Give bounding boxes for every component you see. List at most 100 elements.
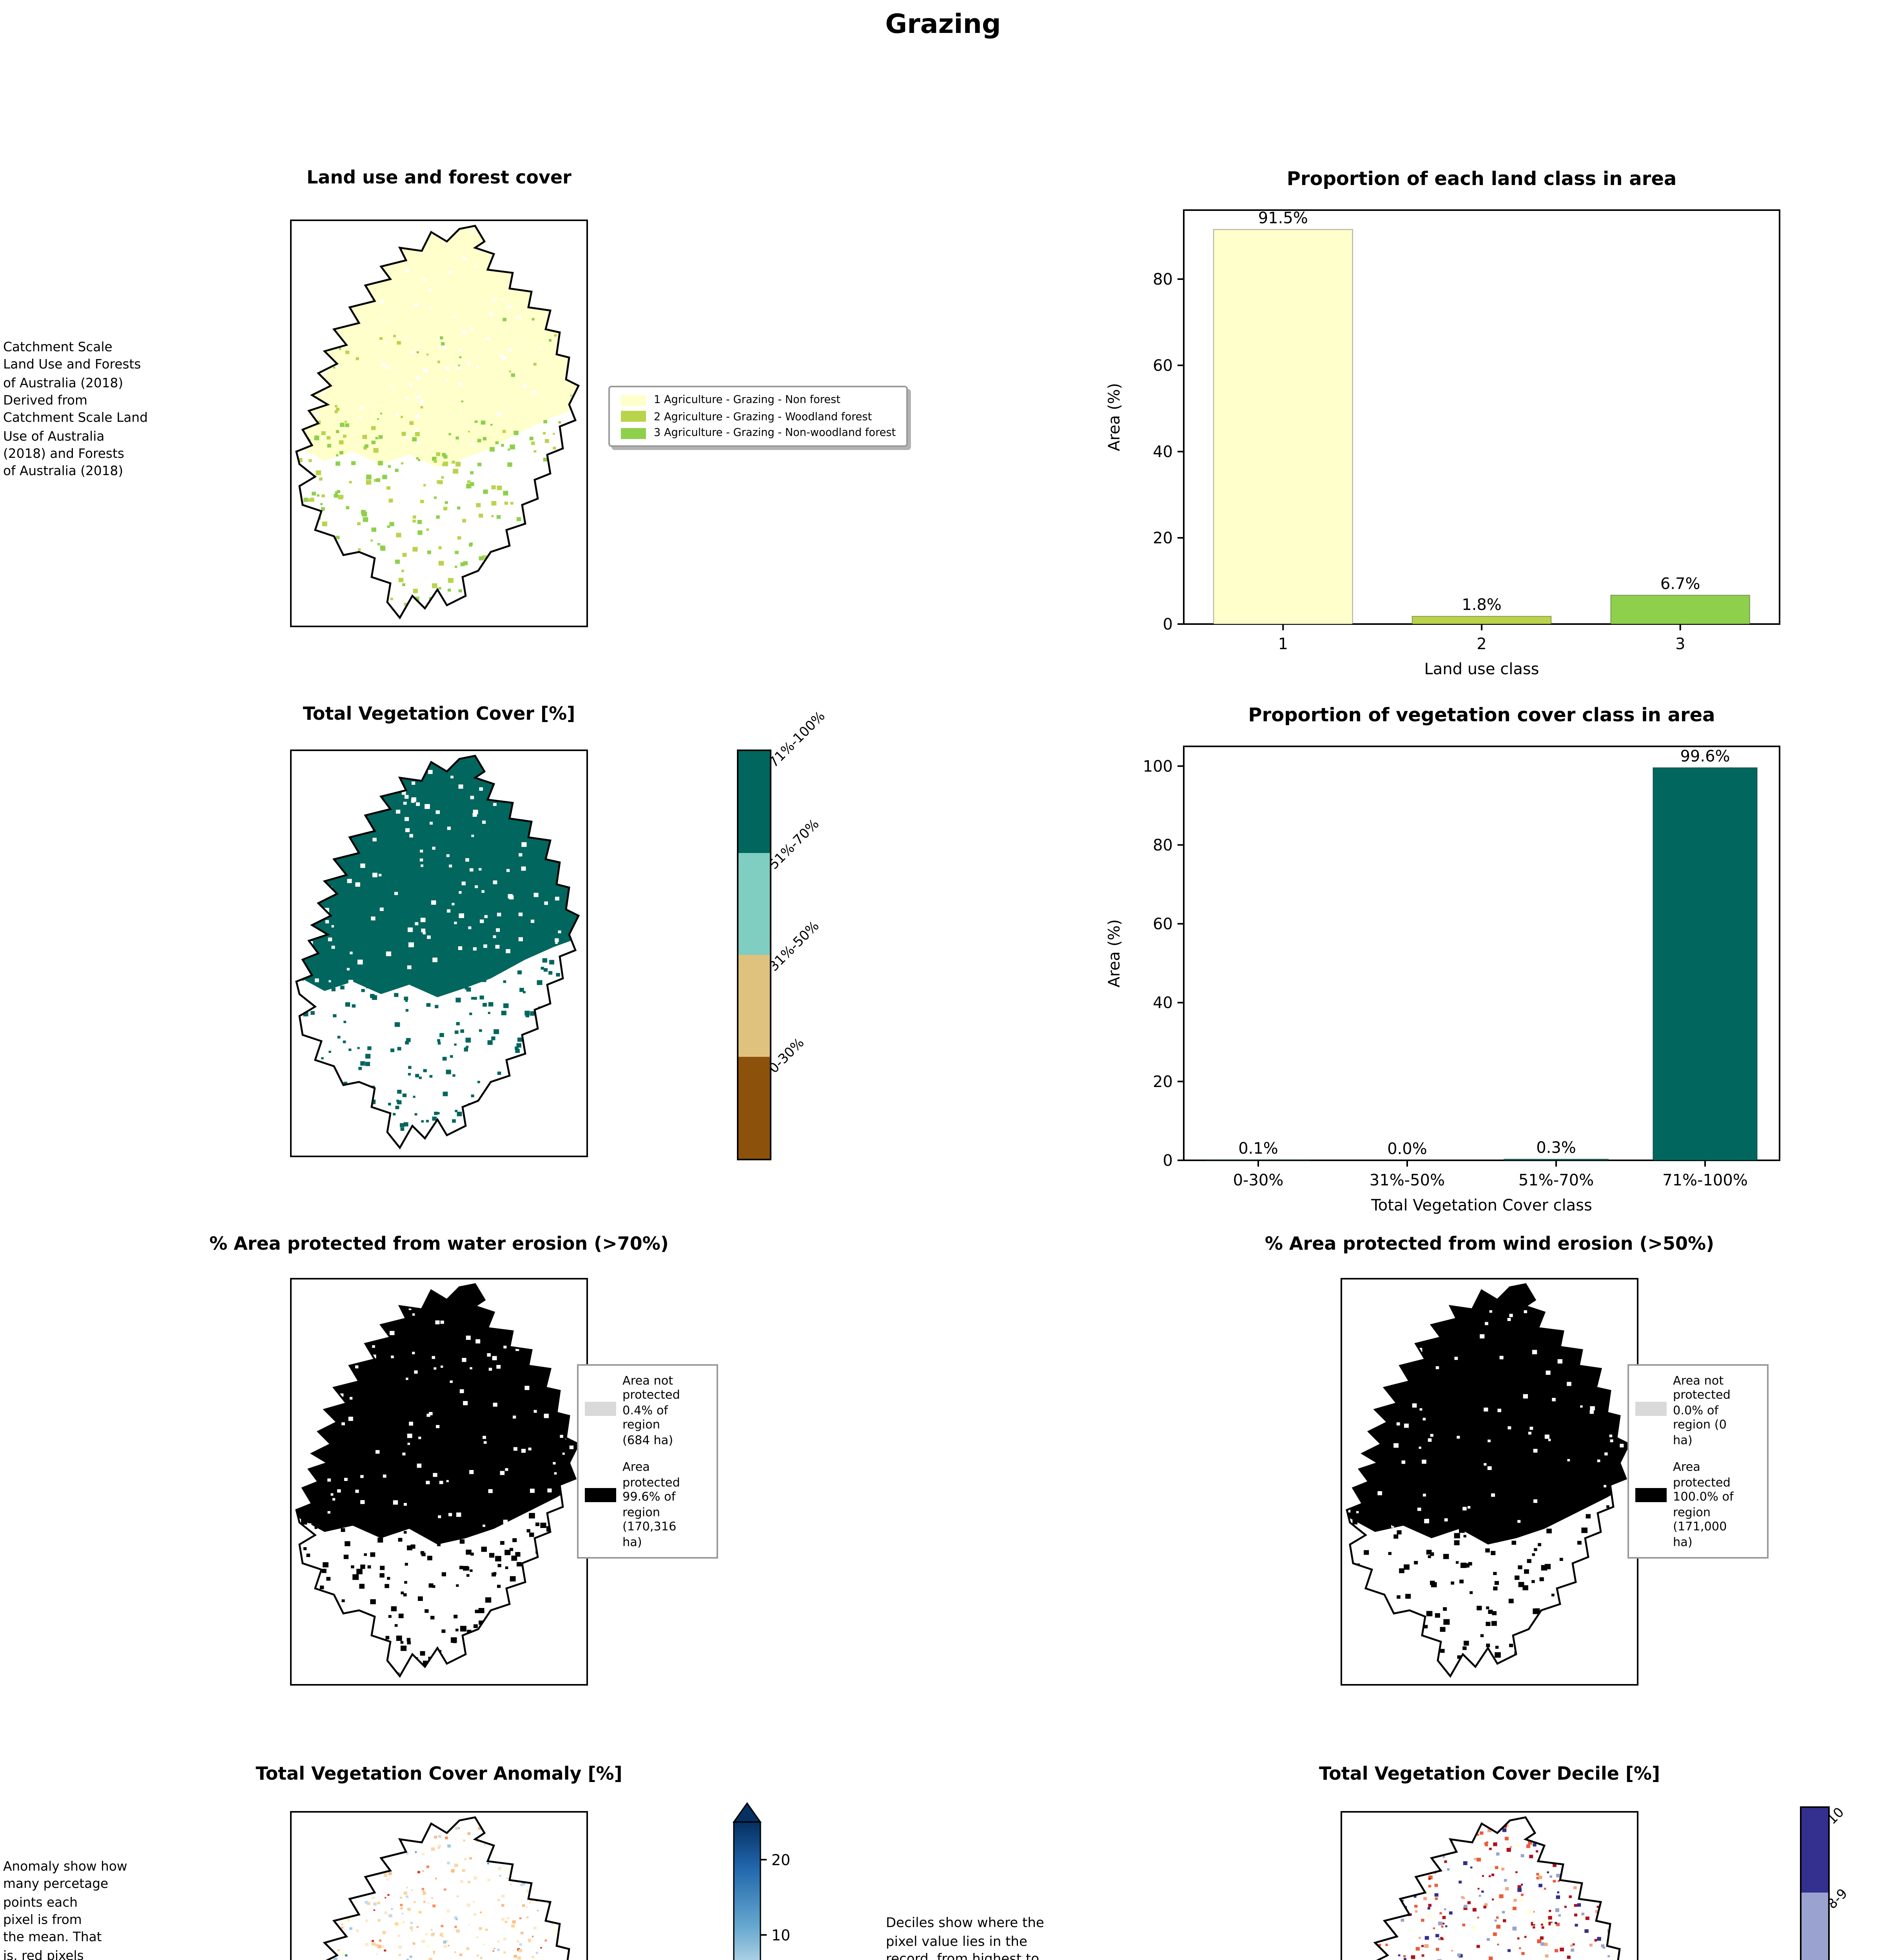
colorbar-tick-label: 10 xyxy=(771,1927,790,1944)
catchment-boundary xyxy=(323,1816,570,1960)
vegcover-colorbar: 71%-100% 51%-70% 31%-50% 0-30% xyxy=(737,709,894,1160)
y-tick-label: 80 xyxy=(1153,836,1173,854)
y-tick-label: 40 xyxy=(1153,994,1173,1012)
wind-map-title: % Area protected from wind erosion (>50%… xyxy=(1265,1232,1714,1254)
legend-swatch xyxy=(621,427,646,438)
anomaly-colorbar: 20100−10−20 xyxy=(732,1802,790,1960)
legend-label: 2 Agriculture - Grazing - Woodland fores… xyxy=(654,410,872,423)
legend-swatch xyxy=(621,411,646,422)
chart-title: Proportion of vegetation cover class in … xyxy=(1248,704,1715,726)
bar-value-label: 0.1% xyxy=(1238,1140,1278,1158)
legend-swatch xyxy=(621,394,646,405)
colorbar-bar xyxy=(1800,1806,1830,1960)
colorbar-segment xyxy=(738,1057,770,1159)
legend-item: Area protected 99.6% of region (170,316 … xyxy=(585,1461,710,1550)
landclass-bar-chart: Proportion of each land class in area 0 20… xyxy=(1105,168,1780,678)
x-axis-label: Total Vegetation Cover class xyxy=(1371,1196,1592,1214)
legend-swatch xyxy=(585,1402,616,1416)
bar xyxy=(1610,595,1751,625)
colorbar-tick-label: 20 xyxy=(771,1851,790,1869)
bar xyxy=(1503,1158,1609,1161)
bar xyxy=(1411,615,1552,625)
y-tick-label: 60 xyxy=(1153,915,1173,933)
catchment-boundary xyxy=(295,1283,580,1678)
landuse-legend: 1 Agriculture - Grazing - Non forest 2 Ag… xyxy=(608,386,909,447)
y-tick-label: 80 xyxy=(1153,270,1173,289)
colorbar-label: 51%-70% xyxy=(766,817,823,873)
catchment-boundary xyxy=(295,755,580,1150)
x-tick-label: 71%-100% xyxy=(1662,1171,1748,1189)
decile-caption: Deciles show where the pixel value lies … xyxy=(886,1916,1044,1960)
anomaly-map xyxy=(290,1811,588,1960)
y-tick-label: 60 xyxy=(1153,357,1173,375)
legend-swatch xyxy=(1635,1488,1667,1503)
x-tick-label: 0-30% xyxy=(1233,1171,1284,1189)
anomaly-map-title: Total Vegetation Cover Anomaly [%] xyxy=(256,1762,622,1784)
wind-legend: Area not protected 0.0% of region (0 ha)… xyxy=(1627,1364,1769,1559)
page-title: Grazing xyxy=(885,9,1001,41)
colorbar-segment xyxy=(738,751,770,853)
bar-value-label: 91.5% xyxy=(1258,209,1308,227)
landuse-caption: Catchment Scale Land Use and Forests of … xyxy=(3,339,148,479)
bar xyxy=(1652,767,1758,1161)
x-axis-label: Land use class xyxy=(1424,660,1539,678)
colorbar-segment xyxy=(738,955,770,1057)
bar-value-label: 0.0% xyxy=(1387,1140,1427,1158)
y-tick-label: 100 xyxy=(1143,757,1173,775)
colorbar-label: 71%-100% xyxy=(766,709,829,771)
colorbar-segment xyxy=(738,853,770,955)
legend-item: 3 Agriculture - Grazing - Non-woodland f… xyxy=(621,426,896,439)
legend-swatch xyxy=(585,1488,616,1503)
catchment-boundary xyxy=(1373,1816,1621,1960)
colorbar-label: 31%-50% xyxy=(766,919,823,975)
legend-item: Area protected 100.0% of region (171,000… xyxy=(1635,1461,1761,1550)
wind-protection-map xyxy=(1341,1278,1638,1686)
decile-colorbar: 108-94-72-31 xyxy=(1800,1805,1885,1960)
x-tick-label: 1 xyxy=(1278,635,1288,653)
colorbar-segment xyxy=(1802,1808,1828,1893)
legend-item: Area not protected 0.4% of region (684 h… xyxy=(585,1374,710,1448)
x-tick-label: 51%-70% xyxy=(1519,1171,1594,1189)
y-tick-label: 0 xyxy=(1163,615,1173,633)
landuse-map-title: Land use and forest cover xyxy=(307,166,571,188)
y-axis-label: Area (%) xyxy=(1105,383,1123,451)
bar-value-label: 99.6% xyxy=(1680,747,1730,765)
bar xyxy=(1213,229,1353,625)
vegcover-map-title: Total Vegetation Cover [%] xyxy=(303,702,575,724)
bar-value-label: 1.8% xyxy=(1462,596,1502,614)
decile-map-title: Total Vegetation Cover Decile [%] xyxy=(1319,1762,1660,1784)
decile-map xyxy=(1341,1811,1638,1960)
water-map-title: % Area protected from water erosion (>70… xyxy=(209,1232,669,1254)
legend-label: 3 Agriculture - Grazing - Non-woodland f… xyxy=(654,426,896,439)
chart-title: Proportion of each land class in area xyxy=(1287,168,1677,190)
vegclass-bar-chart: Proportion of vegetation cover class in … xyxy=(1105,704,1780,1214)
y-tick-label: 40 xyxy=(1153,443,1173,461)
x-tick-label: 2 xyxy=(1477,635,1486,653)
y-tick-label: 20 xyxy=(1153,529,1173,547)
bar-value-label: 6.7% xyxy=(1660,575,1700,593)
anomaly-caption: Anomaly show how many percetage points e… xyxy=(3,1858,127,1960)
vegcover-map xyxy=(290,750,588,1157)
landuse-map xyxy=(290,220,588,627)
legend-label: Area not protected 0.4% of region (684 h… xyxy=(622,1374,680,1447)
x-tick-label: 31%-50% xyxy=(1370,1171,1445,1189)
legend-label: Area not protected 0.0% of region (0 ha) xyxy=(1673,1374,1731,1447)
colorbar-label: 0-30% xyxy=(766,1036,808,1077)
legend-label: Area protected 100.0% of region (171,000… xyxy=(1673,1460,1734,1549)
y-tick-label: 0 xyxy=(1163,1152,1173,1170)
legend-swatch xyxy=(1635,1402,1667,1416)
catchment-boundary xyxy=(295,225,580,620)
colorbar-bar xyxy=(737,750,771,1160)
legend-label: Area protected 99.6% of region (170,316 … xyxy=(622,1460,680,1549)
legend-item: 2 Agriculture - Grazing - Woodland fores… xyxy=(621,410,896,423)
catchment-boundary xyxy=(1346,1283,1631,1678)
bar-value-label: 0.3% xyxy=(1536,1139,1576,1157)
water-legend: Area not protected 0.4% of region (684 h… xyxy=(577,1364,718,1559)
water-protection-map xyxy=(290,1278,588,1686)
colorbar-segment xyxy=(1802,1893,1828,1960)
y-axis-label: Area (%) xyxy=(1105,919,1123,987)
x-tick-label: 3 xyxy=(1675,635,1685,653)
legend-item: 1 Agriculture - Grazing - Non forest xyxy=(621,394,896,406)
y-tick-label: 20 xyxy=(1153,1073,1173,1091)
